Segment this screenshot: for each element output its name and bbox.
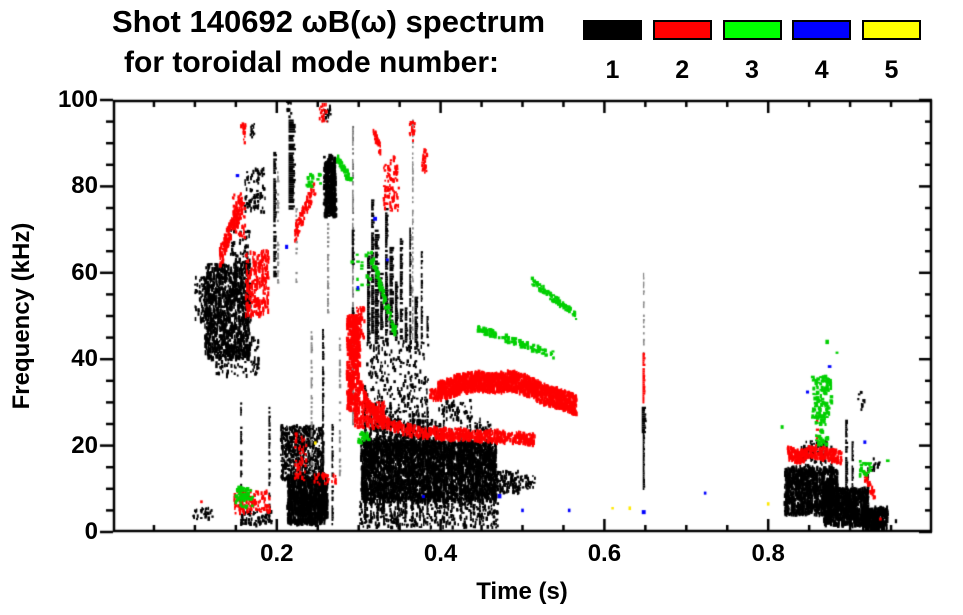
- legend-swatch-mode-2: [652, 20, 712, 40]
- y-tick-label: 0: [84, 518, 98, 545]
- y-tick-label: 20: [71, 431, 98, 459]
- y-tick-label: 40: [71, 345, 98, 373]
- legend-label-mode-1: 1: [605, 56, 620, 84]
- x-tick-label: 0.8: [751, 540, 785, 567]
- legend-swatch-mode-4: [792, 20, 852, 40]
- chart-title-line2: for toroidal mode number:: [124, 46, 499, 79]
- x-tick-label: 0.6: [587, 540, 622, 567]
- x-tick-label: 0.4: [423, 540, 458, 567]
- x-tick-label: 0.2: [260, 540, 294, 567]
- legend-label-mode-5: 5: [884, 56, 899, 84]
- y-tick-label: 80: [71, 172, 98, 200]
- legend-label-mode-4: 4: [814, 56, 829, 84]
- legend-label-mode-3: 3: [745, 56, 759, 84]
- legend-swatch-mode-3: [722, 20, 782, 40]
- legend-swatch-mode-5: [862, 20, 921, 40]
- chart-title-line1: Shot 140692 ωB(ω) spectrum: [112, 4, 546, 39]
- legend-swatch-mode-1: [583, 20, 642, 40]
- y-axis-title: Frequency (kHz): [8, 222, 35, 410]
- y-tick-label: 100: [57, 86, 98, 113]
- legend-label-mode-2: 2: [675, 56, 690, 84]
- y-tick-label: 60: [71, 258, 98, 286]
- x-axis-title: Time (s): [476, 578, 568, 605]
